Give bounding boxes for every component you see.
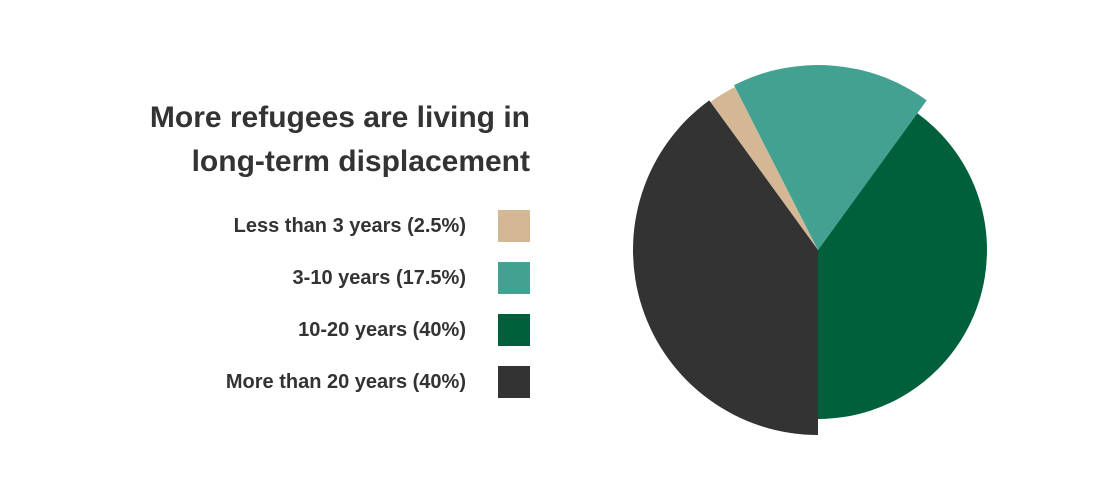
slice-10-20-years <box>818 113 987 419</box>
chart-title: More refugees are living in long-term di… <box>30 96 530 184</box>
legend-item-10-20-years: 10-20 years (40%) <box>0 314 530 346</box>
chart-title-line-2: long-term displacement <box>191 145 530 178</box>
slice-less-than-3-years <box>710 86 818 250</box>
legend-swatch <box>498 262 530 294</box>
slice-more-than-20-years <box>632 100 818 435</box>
legend-item-3-10-years: 3-10 years (17.5%) <box>0 262 530 294</box>
slice-3-10-years <box>734 64 927 250</box>
pie-slices <box>632 64 987 435</box>
legend-swatch <box>498 210 530 242</box>
legend-label: 10-20 years (40%) <box>298 319 466 341</box>
legend-label: More than 20 years (40%) <box>225 371 466 393</box>
legend-swatch <box>498 366 530 398</box>
legend-item-more-than-20-years: More than 20 years (40%) <box>0 366 530 398</box>
legend-swatch <box>498 314 530 346</box>
legend-item-less-than-3-years: Less than 3 years (2.5%) <box>0 210 530 242</box>
legend-label: 3-10 years (17.5%) <box>292 267 466 289</box>
chart-title-line-1: More refugees are living in <box>149 101 530 134</box>
legend-label: Less than 3 years (2.5%) <box>233 215 466 237</box>
